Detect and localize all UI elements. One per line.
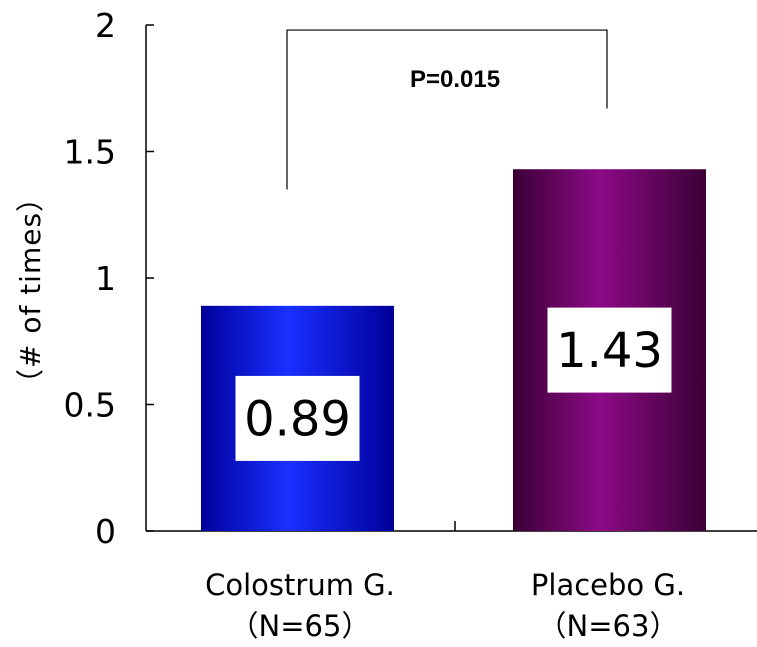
p-value-label: P=0.015 xyxy=(410,66,500,93)
x-category-n-label: （N=63） xyxy=(538,609,679,643)
value-label: 0.89 xyxy=(244,391,351,447)
significance-bracket: P=0.015 xyxy=(286,29,608,190)
y-tick-label: 2 xyxy=(95,6,116,45)
y-tick-label: 1 xyxy=(95,259,116,298)
y-tick-label: 0 xyxy=(95,512,116,551)
x-category-label: Placebo G. xyxy=(531,568,685,602)
value-label: 1.43 xyxy=(556,323,663,379)
bracket-line xyxy=(286,29,608,190)
x-category-label: Colostrum G. xyxy=(205,568,395,602)
x-axis: Colostrum G. （N=65） Placebo G. （N=63） xyxy=(146,521,757,643)
y-tick-label: 1.5 xyxy=(64,133,116,172)
y-axis-label: （# of times） xyxy=(14,183,47,397)
x-category-n-label: （N=65） xyxy=(230,609,371,643)
bars: 0.89 1.43 xyxy=(201,169,706,531)
value-label-box xyxy=(235,375,360,461)
y-axis: 0 0.5 1 1.5 2 xyxy=(64,6,154,551)
value-label-box xyxy=(547,307,672,393)
y-tick-label: 0.5 xyxy=(64,386,116,425)
